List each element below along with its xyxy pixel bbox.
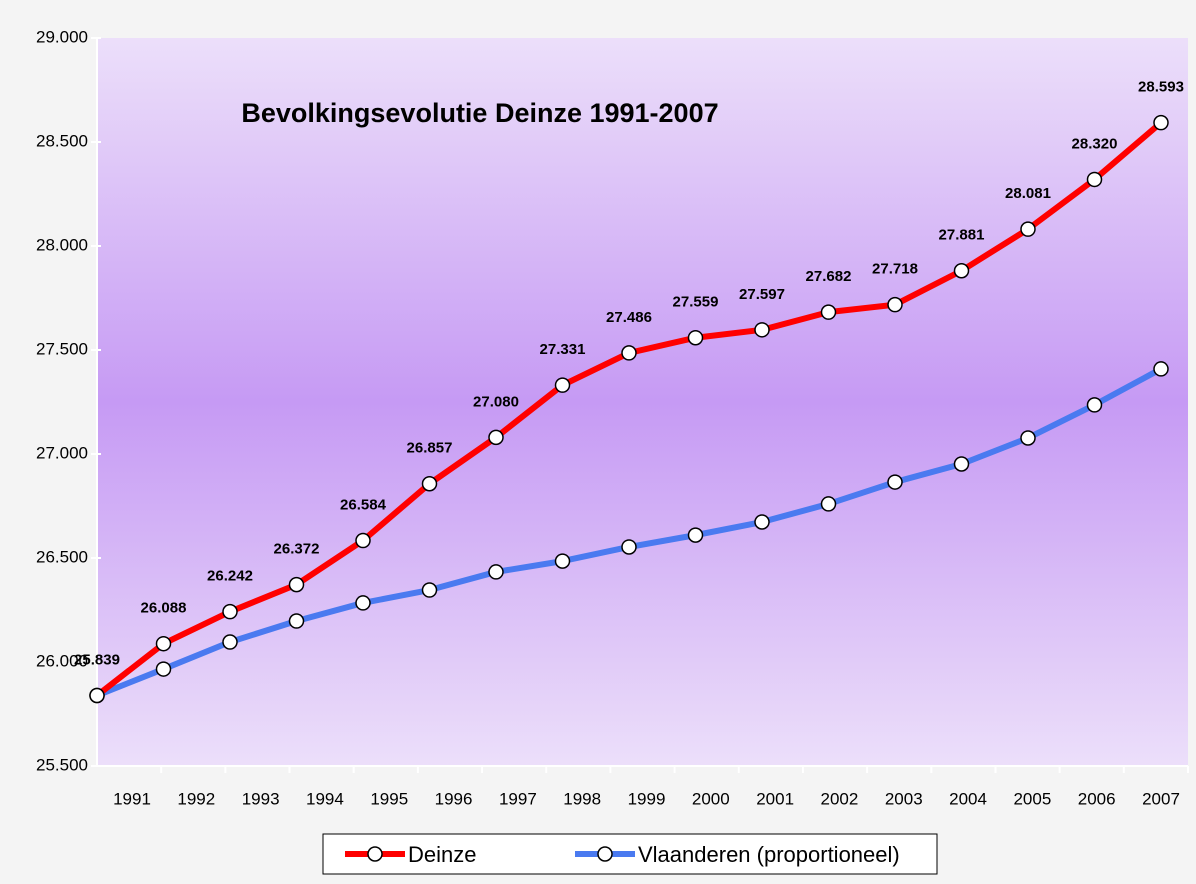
x-tick-label: 1998 [563, 789, 601, 808]
data-label: 26.857 [407, 440, 453, 457]
marker [488, 429, 504, 446]
marker [820, 496, 837, 512]
y-tick-label: 29.000 [36, 27, 88, 46]
marker [621, 345, 637, 361]
x-tick-label: 2005 [1013, 789, 1051, 808]
marker [1020, 221, 1036, 237]
x-tick-label: 1996 [435, 789, 473, 808]
marker [1086, 171, 1103, 188]
data-label: 27.881 [939, 227, 985, 244]
marker [953, 456, 970, 472]
legend-marker [597, 846, 613, 862]
marker [355, 595, 371, 611]
plot-area [97, 38, 1188, 766]
data-label: 27.597 [739, 286, 785, 303]
marker [754, 514, 770, 530]
marker [621, 539, 637, 555]
y-tick-label: 26.500 [36, 547, 88, 566]
y-tick-label: 27.000 [36, 443, 88, 462]
data-label: 25.839 [74, 651, 120, 668]
marker [687, 527, 704, 543]
marker [1020, 430, 1036, 446]
marker [222, 634, 238, 650]
data-label: 27.486 [606, 309, 652, 326]
marker [820, 304, 837, 320]
x-tick-label: 1995 [370, 789, 408, 808]
x-tick-label: 1997 [499, 789, 537, 808]
x-tick-label: 1991 [113, 789, 151, 808]
x-tick-label: 1994 [306, 789, 344, 808]
x-tick-label: 2007 [1142, 789, 1180, 808]
marker [421, 475, 438, 492]
data-label: 26.584 [340, 496, 387, 513]
x-tick-label: 1993 [242, 789, 280, 808]
y-tick-label: 28.000 [36, 235, 88, 254]
data-label: 26.088 [141, 600, 187, 617]
x-tick-label: 1999 [628, 789, 666, 808]
legend-marker [367, 846, 383, 862]
x-tick-label: 2006 [1078, 789, 1116, 808]
marker [222, 603, 238, 620]
y-tick-label: 28.500 [36, 131, 88, 150]
data-label: 28.081 [1005, 185, 1051, 202]
x-tick-label: 2001 [756, 789, 794, 808]
data-label: 27.682 [806, 268, 852, 285]
marker [1153, 114, 1169, 131]
data-label: 27.331 [540, 341, 586, 358]
x-tick-label: 2000 [692, 789, 730, 808]
data-label: 27.559 [673, 294, 719, 311]
data-label: 26.242 [207, 568, 253, 585]
y-tick-label: 27.500 [36, 339, 88, 358]
data-label: 28.320 [1072, 135, 1118, 152]
marker [89, 687, 105, 704]
marker [754, 322, 770, 338]
marker [155, 661, 172, 677]
marker [1086, 397, 1103, 413]
y-tick-label: 26.000 [36, 651, 88, 670]
y-tick-label: 25.500 [36, 755, 88, 774]
x-tick-label: 1992 [177, 789, 215, 808]
data-label: 27.080 [473, 393, 519, 410]
marker [288, 613, 305, 629]
marker [288, 576, 305, 593]
x-tick-label: 2003 [885, 789, 923, 808]
marker [355, 532, 371, 549]
marker [554, 553, 571, 569]
marker [1153, 361, 1169, 377]
marker [155, 635, 172, 652]
chart-title: Bevolkingsevolutie Deinze 1991-2007 [241, 98, 718, 128]
marker [554, 377, 571, 393]
x-tick-label: 2002 [821, 789, 859, 808]
marker [488, 564, 504, 580]
legend-label: Vlaanderen (proportioneel) [638, 842, 900, 867]
data-label: 26.372 [274, 541, 320, 558]
marker [687, 329, 704, 346]
marker [887, 474, 903, 490]
marker [421, 582, 438, 598]
data-label: 27.718 [872, 261, 918, 278]
legend-label: Deinze [408, 842, 476, 867]
marker [953, 263, 970, 279]
data-label: 28.593 [1138, 79, 1184, 96]
marker [887, 296, 903, 313]
x-tick-label: 2004 [949, 789, 987, 808]
